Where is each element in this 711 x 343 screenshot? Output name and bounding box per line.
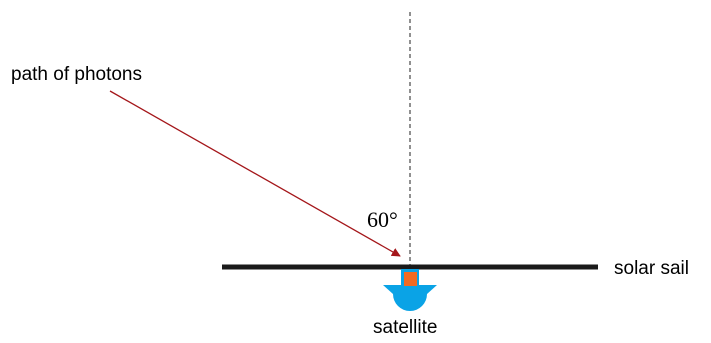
- angle-label: 60°: [367, 207, 398, 232]
- satellite-icon: [383, 269, 437, 311]
- satellite-body: [383, 285, 437, 311]
- solar-sail-label: solar sail: [614, 258, 689, 279]
- photon-path-arrow: [109, 90, 401, 257]
- satellite-core: [404, 272, 417, 286]
- satellite-label: satellite: [373, 317, 437, 338]
- photon-path-label: path of photons: [11, 64, 142, 85]
